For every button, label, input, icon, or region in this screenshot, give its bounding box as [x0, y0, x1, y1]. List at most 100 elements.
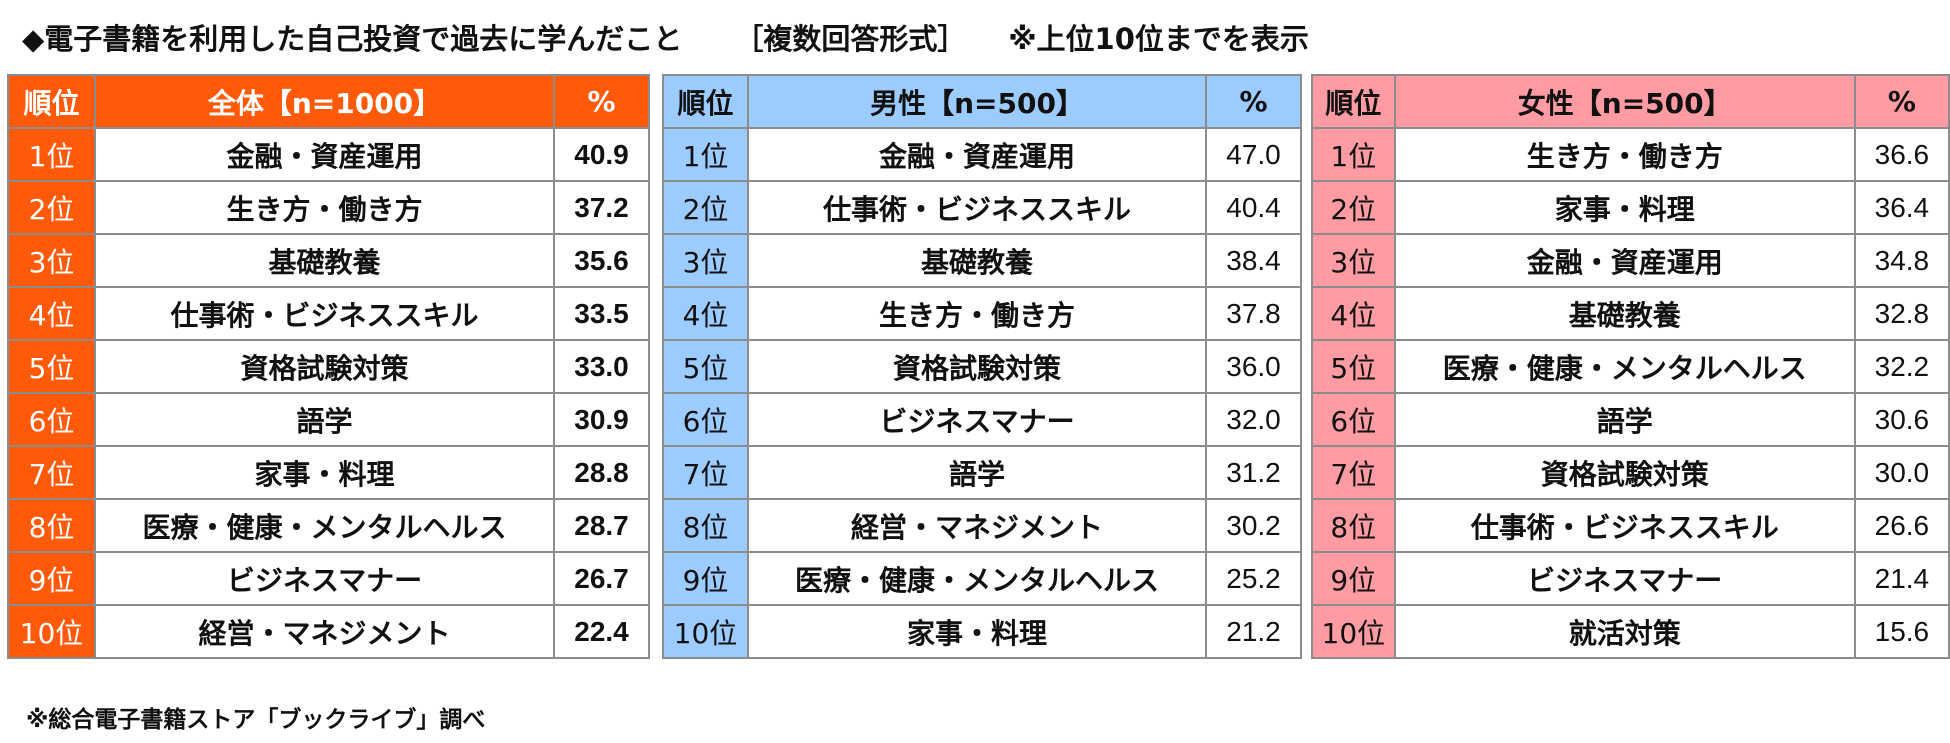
rank-cell: 7位 [7, 445, 96, 500]
item-cell: 金融・資産運用 [1393, 233, 1856, 288]
percent-cell: 26.7 [553, 551, 650, 606]
percent-cell: 32.2 [1853, 339, 1950, 394]
table-row: 3位 金融・資産運用 34.8 [1311, 233, 1950, 288]
table-row: 1位 金融・資産運用 40.9 [7, 127, 650, 182]
header-percent: % [1853, 74, 1950, 129]
table-row: 1位 金融・資産運用 47.0 [662, 127, 1302, 182]
table-row: 10位 就活対策 15.6 [1311, 604, 1950, 659]
rank-cell: 3位 [1311, 233, 1396, 288]
item-cell: 医療・健康・メンタルヘルス [747, 551, 1207, 606]
percent-cell: 21.2 [1205, 604, 1302, 659]
ranking-table-female: 順位 女性【n=500】% 1位 生き方・働き方 36.6 2位 家事・料理 36.4 3位金… [1311, 74, 1950, 659]
table-row: 1位 生き方・働き方 36.6 [1311, 127, 1950, 182]
percent-cell: 35.6 [553, 233, 650, 288]
chart-title: ◆電子書籍を利用した自己投資で過去に学んだこと ［複数回答形式］ ※上位10位までを… [22, 14, 1309, 64]
table-row: 3位 基礎教養 35.6 [7, 233, 650, 288]
percent-cell: 47.0 [1205, 127, 1302, 182]
rank-cell: 10位 [662, 604, 749, 659]
header-percent: % [553, 74, 650, 129]
percent-cell: 36.4 [1853, 180, 1950, 235]
item-cell: 資格試験対策 [1393, 445, 1856, 500]
item-cell: 金融・資産運用 [94, 127, 555, 182]
percent-cell: 32.0 [1205, 392, 1302, 447]
table-row: 9位 医療・健康・メンタルヘルス 25.2 [662, 551, 1302, 606]
item-cell: 基礎教養 [1393, 286, 1856, 341]
title-main: ◆電子書籍を利用した自己投資で過去に学んだこと [22, 22, 683, 56]
percent-cell: 30.0 [1853, 445, 1950, 500]
percent-cell: 36.6 [1853, 127, 1950, 182]
percent-cell: 25.2 [1205, 551, 1302, 606]
table-row: 6位 語学 30.9 [7, 392, 650, 447]
rank-cell: 5位 [1311, 339, 1396, 394]
rank-cell: 5位 [7, 339, 96, 394]
table-row: 9位 ビジネスマナー 26.7 [7, 551, 650, 606]
table-row: 4位 仕事術・ビジネススキル 33.5 [7, 286, 650, 341]
item-cell: 家事・料理 [747, 604, 1207, 659]
rank-cell: 7位 [1311, 445, 1396, 500]
rank-cell: 8位 [7, 498, 96, 553]
rank-cell: 2位 [7, 180, 96, 235]
percent-cell: 28.8 [553, 445, 650, 500]
item-cell: 基礎教養 [94, 233, 555, 288]
item-cell: 仕事術・ビジネススキル [747, 180, 1207, 235]
item-cell: 基礎教養 [747, 233, 1207, 288]
rank-cell: 4位 [7, 286, 96, 341]
source-footnote: ※総合電子書籍ストア「ブックライブ」調べ [26, 707, 486, 733]
title-note: ※上位10位までを表示 [1008, 22, 1309, 56]
item-cell: 金融・資産運用 [747, 127, 1207, 182]
percent-cell: 30.6 [1853, 392, 1950, 447]
table-row: 6位 ビジネスマナー 32.0 [662, 392, 1302, 447]
table-row: 6位 語学 30.6 [1311, 392, 1950, 447]
table-row: 7位 資格試験対策 30.0 [1311, 445, 1950, 500]
percent-cell: 40.9 [553, 127, 650, 182]
rank-cell: 6位 [7, 392, 96, 447]
header-group: 男性【n=500】 [747, 74, 1207, 129]
table-row: 2位 家事・料理 36.4 [1311, 180, 1950, 235]
rank-cell: 9位 [7, 551, 96, 606]
item-cell: ビジネスマナー [1393, 551, 1856, 606]
percent-cell: 30.9 [553, 392, 650, 447]
rank-cell: 7位 [662, 445, 749, 500]
title-format: ［複数回答形式］ [734, 22, 967, 56]
item-cell: 就活対策 [1393, 604, 1856, 659]
header-rank: 順位 [662, 74, 749, 129]
percent-cell: 30.2 [1205, 498, 1302, 553]
percent-cell: 33.5 [553, 286, 650, 341]
item-cell: ビジネスマナー [94, 551, 555, 606]
table-header-row: 順位 女性【n=500】% [1311, 74, 1950, 129]
rank-cell: 1位 [662, 127, 749, 182]
item-cell: 経営・マネジメント [94, 604, 555, 659]
item-cell: 医療・健康・メンタルヘルス [94, 498, 555, 553]
item-cell: 生き方・働き方 [94, 180, 555, 235]
rank-cell: 2位 [662, 180, 749, 235]
percent-cell: 31.2 [1205, 445, 1302, 500]
rank-cell: 3位 [7, 233, 96, 288]
header-group: 全体【n=1000】 [94, 74, 555, 129]
table-row: 5位 資格試験対策 36.0 [662, 339, 1302, 394]
table-row: 3位 基礎教養 38.4 [662, 233, 1302, 288]
ranking-table-male: 順位 男性【n=500】% 1位 金融・資産運用 47.0 2位 仕事術・ビジネススキル 4… [662, 74, 1302, 659]
percent-cell: 15.6 [1853, 604, 1950, 659]
item-cell: 語学 [94, 392, 555, 447]
percent-cell: 37.8 [1205, 286, 1302, 341]
item-cell: 家事・料理 [94, 445, 555, 500]
item-cell: 生き方・働き方 [747, 286, 1207, 341]
percent-cell: 36.0 [1205, 339, 1302, 394]
rank-cell: 2位 [1311, 180, 1396, 235]
table-header-row: 順位 全体【n=1000】% [7, 74, 650, 129]
item-cell: 資格試験対策 [94, 339, 555, 394]
item-cell: 語学 [747, 445, 1207, 500]
table-row: 2位 仕事術・ビジネススキル 40.4 [662, 180, 1302, 235]
table-row: 5位 医療・健康・メンタルヘルス 32.2 [1311, 339, 1950, 394]
item-cell: 生き方・働き方 [1393, 127, 1856, 182]
table-row: 7位 語学 31.2 [662, 445, 1302, 500]
item-cell: 医療・健康・メンタルヘルス [1393, 339, 1856, 394]
rank-cell: 10位 [1311, 604, 1396, 659]
rank-cell: 8位 [1311, 498, 1396, 553]
rank-cell: 3位 [662, 233, 749, 288]
item-cell: 経営・マネジメント [747, 498, 1207, 553]
percent-cell: 38.4 [1205, 233, 1302, 288]
item-cell: 仕事術・ビジネススキル [1393, 498, 1856, 553]
header-group: 女性【n=500】 [1393, 74, 1856, 129]
item-cell: 語学 [1393, 392, 1856, 447]
